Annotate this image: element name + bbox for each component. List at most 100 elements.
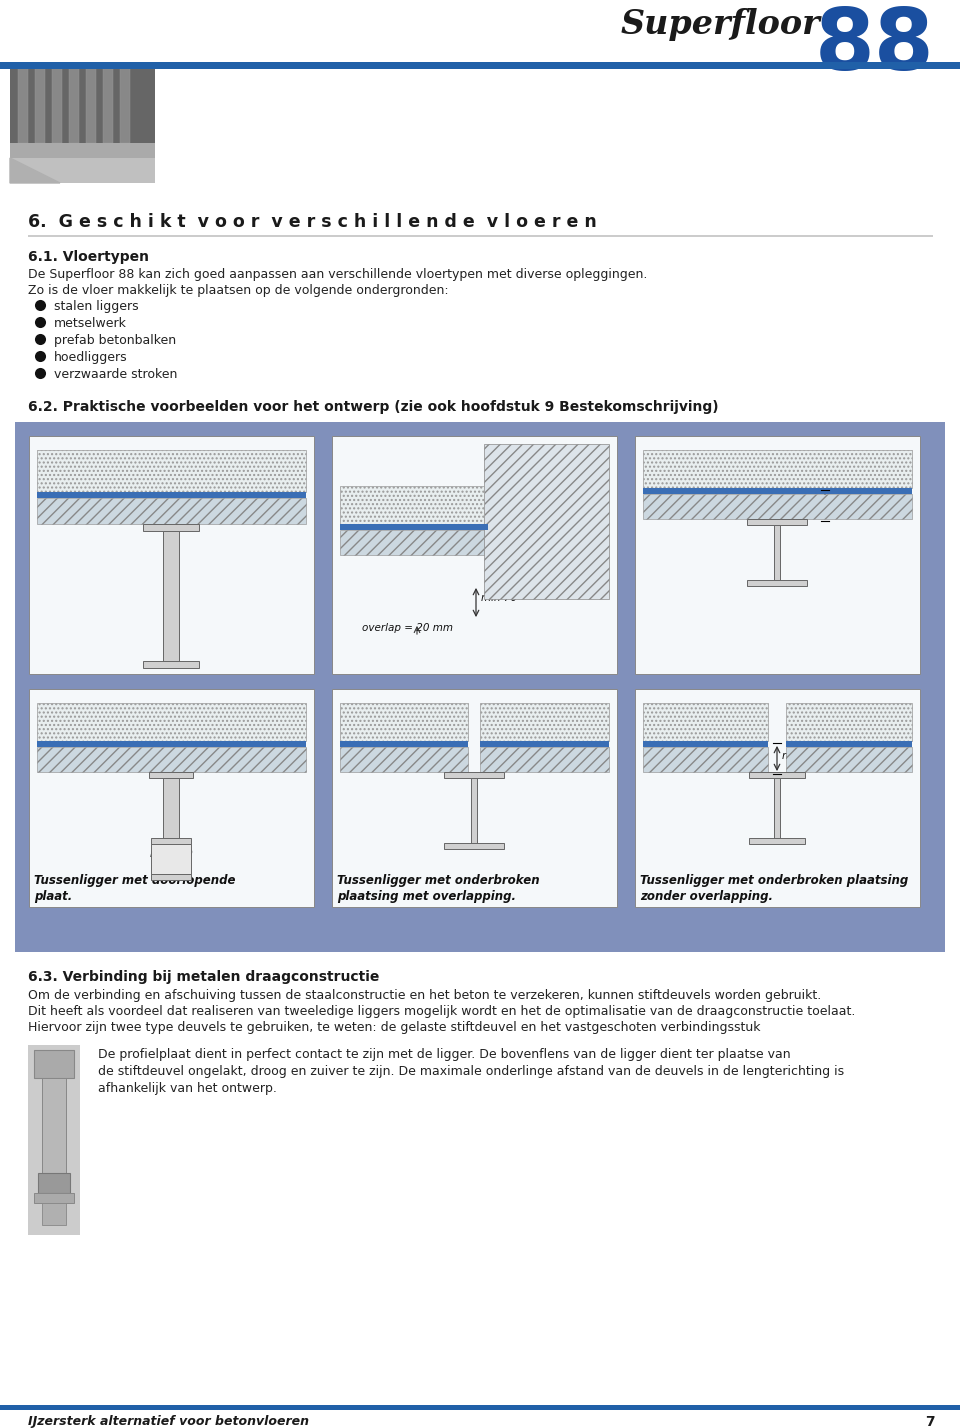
- Bar: [786, 747, 912, 773]
- Text: Hiervoor zijn twee type deuvels te gebruiken, te weten: de gelaste stiftdeuvel e: Hiervoor zijn twee type deuvels te gebru…: [28, 1021, 760, 1034]
- Bar: [34, 1192, 74, 1202]
- Text: min 70: min 70: [481, 593, 517, 603]
- Bar: [15, 423, 945, 952]
- Bar: [28, 236, 933, 237]
- Bar: [18, 69, 28, 143]
- Text: Zo is de vloer makkelijk te plaatsen op de volgende ondergronden:: Zo is de vloer makkelijk te plaatsen op …: [28, 284, 448, 297]
- Bar: [0, 1405, 960, 1409]
- Bar: [120, 69, 130, 143]
- Bar: [37, 747, 306, 773]
- Bar: [0, 61, 960, 69]
- Bar: [143, 524, 199, 531]
- Bar: [480, 741, 609, 747]
- Bar: [103, 69, 113, 143]
- Text: Tussenligger met onderbroken plaatsing
zonder overlapping.: Tussenligger met onderbroken plaatsing z…: [640, 874, 908, 902]
- Bar: [340, 530, 484, 555]
- Bar: [28, 1045, 80, 1235]
- Bar: [444, 773, 504, 778]
- Polygon shape: [10, 159, 60, 183]
- Text: Om de verbinding en afschuiving tussen de staalconstructie en het beton te verze: Om de verbinding en afschuiving tussen d…: [28, 990, 821, 1002]
- Bar: [10, 143, 155, 159]
- Text: De Superfloor 88 kan zich goed aanpassen aan verschillende vloertypen met divers: De Superfloor 88 kan zich goed aanpassen…: [28, 268, 647, 281]
- Bar: [69, 69, 79, 143]
- Text: 7: 7: [925, 1415, 935, 1428]
- Bar: [86, 69, 96, 143]
- Bar: [52, 69, 62, 143]
- Text: min 100: min 100: [150, 850, 192, 860]
- Bar: [635, 436, 920, 674]
- Text: afhankelijk van het ontwerp.: afhankelijk van het ontwerp.: [98, 1082, 276, 1095]
- Bar: [149, 773, 193, 778]
- Text: min 50: min 50: [829, 498, 865, 508]
- Text: 6.2. Praktische voorbeelden voor het ontwerp (zie ook hoofdstuk 9 Bestekomschrij: 6.2. Praktische voorbeelden voor het ont…: [28, 400, 719, 414]
- Bar: [340, 741, 468, 747]
- Text: IJzersterk alternatief voor betonvloeren: IJzersterk alternatief voor betonvloeren: [28, 1415, 309, 1428]
- Bar: [480, 747, 609, 773]
- Bar: [643, 747, 768, 773]
- Text: Dit heeft als voordeel dat realiseren van tweeledige liggers mogelijk wordt en h: Dit heeft als voordeel dat realiseren va…: [28, 1005, 855, 1018]
- Bar: [332, 436, 617, 674]
- Bar: [786, 741, 912, 747]
- Bar: [37, 741, 306, 747]
- Bar: [635, 688, 920, 907]
- Bar: [29, 436, 314, 674]
- Bar: [34, 1050, 74, 1078]
- Bar: [340, 747, 468, 773]
- Bar: [37, 498, 306, 524]
- Text: verzwaarde stroken: verzwaarde stroken: [54, 368, 178, 381]
- Bar: [10, 159, 155, 183]
- Text: Tussenligger met onderbroken
plaatsing met overlapping.: Tussenligger met onderbroken plaatsing m…: [337, 874, 540, 902]
- Bar: [42, 1202, 66, 1225]
- Text: overlap = 20 mm: overlap = 20 mm: [362, 623, 453, 633]
- Bar: [38, 1172, 70, 1192]
- Bar: [37, 703, 306, 741]
- Bar: [42, 1078, 66, 1172]
- Text: De profielplaat dient in perfect contact te zijn met de ligger. De bovenflens va: De profielplaat dient in perfect contact…: [98, 1048, 791, 1061]
- Bar: [37, 450, 306, 493]
- Bar: [643, 488, 912, 494]
- Bar: [151, 844, 191, 874]
- Bar: [340, 524, 488, 530]
- Bar: [480, 703, 609, 741]
- Text: Buitenste ligger.: Buitenste ligger.: [347, 536, 451, 545]
- Text: hoedliggers: hoedliggers: [54, 351, 128, 364]
- Bar: [151, 838, 191, 844]
- Bar: [484, 444, 609, 598]
- Bar: [340, 486, 484, 524]
- Text: 88: 88: [815, 6, 935, 89]
- Bar: [340, 524, 484, 530]
- Bar: [643, 703, 768, 741]
- Bar: [471, 778, 477, 843]
- Bar: [643, 494, 912, 518]
- Text: 6.  G e s c h i k t  v o o r  v e r s c h i l l e n d e  v l o e r e n: 6. G e s c h i k t v o o r v e r s c h i…: [28, 213, 597, 231]
- Bar: [29, 688, 314, 907]
- Bar: [151, 874, 191, 880]
- Bar: [35, 69, 45, 143]
- Bar: [643, 741, 768, 747]
- Text: 6.3. Verbinding bij metalen draagconstructie: 6.3. Verbinding bij metalen draagconstru…: [28, 970, 379, 984]
- Text: min 50: min 50: [782, 751, 818, 761]
- Text: metselwerk: metselwerk: [54, 317, 127, 330]
- Bar: [10, 63, 155, 183]
- Bar: [163, 778, 179, 838]
- Bar: [747, 580, 807, 585]
- Bar: [163, 531, 179, 661]
- Bar: [37, 493, 306, 498]
- Text: 6.1. Vloertypen: 6.1. Vloertypen: [28, 250, 149, 264]
- Bar: [143, 661, 199, 668]
- Bar: [774, 778, 780, 838]
- Bar: [340, 703, 468, 741]
- Text: stalen liggers: stalen liggers: [54, 300, 138, 313]
- Bar: [444, 843, 504, 850]
- Bar: [749, 773, 805, 778]
- Text: de stiftdeuvel ongelakt, droog en zuiver te zijn. De maximale onderlinge afstand: de stiftdeuvel ongelakt, droog en zuiver…: [98, 1065, 844, 1078]
- Text: Tussenligger met doorlopende
plaat.: Tussenligger met doorlopende plaat.: [34, 874, 235, 902]
- Bar: [332, 688, 617, 907]
- Bar: [774, 526, 780, 580]
- Bar: [786, 703, 912, 741]
- Bar: [749, 838, 805, 844]
- Bar: [643, 450, 912, 488]
- Text: Superfloor: Superfloor: [620, 9, 820, 41]
- Bar: [747, 518, 807, 526]
- Text: prefab betonbalken: prefab betonbalken: [54, 334, 176, 347]
